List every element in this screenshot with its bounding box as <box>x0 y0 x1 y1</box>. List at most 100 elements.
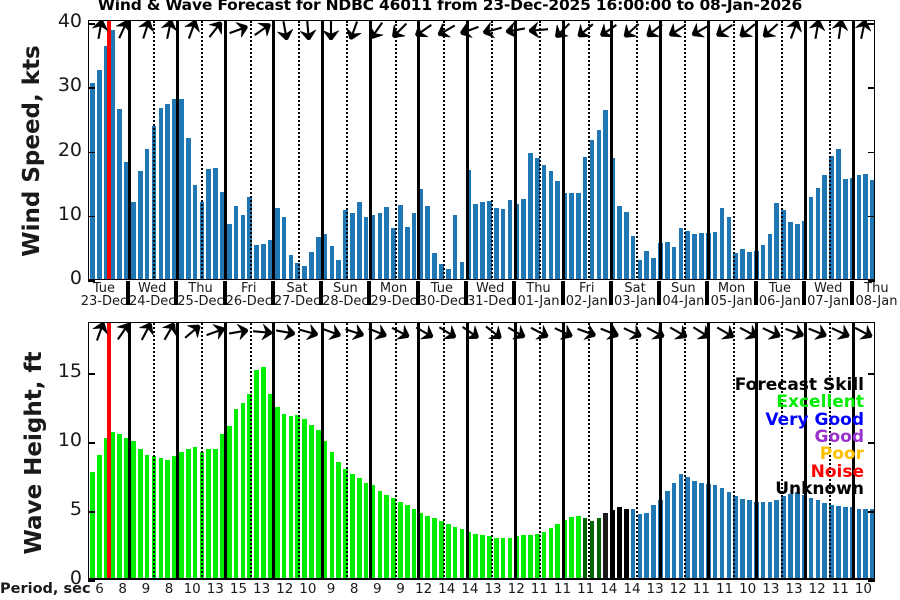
bar <box>391 497 396 579</box>
bar <box>582 518 588 579</box>
bar <box>555 180 561 279</box>
day-separator <box>706 323 710 579</box>
bar <box>623 508 629 579</box>
day-separator <box>513 21 517 279</box>
wind-direction-arrow-icon <box>411 18 437 43</box>
wind-direction-arrow-icon <box>203 17 228 43</box>
period-value-label: 14 <box>623 581 641 597</box>
bar <box>671 482 677 579</box>
day-date-label: 27-Dec <box>273 294 321 309</box>
wind-direction-arrow-icon <box>299 19 317 41</box>
bar <box>315 237 321 279</box>
bar <box>589 140 595 279</box>
day-separator <box>417 323 421 579</box>
wind-direction-arrow-icon <box>574 321 598 343</box>
y-tick-mark <box>868 280 875 282</box>
bar <box>685 230 691 279</box>
period-value-label: 11 <box>530 581 548 597</box>
wind-direction-arrow-icon <box>203 321 227 343</box>
bar <box>493 537 499 579</box>
mid-day-gridline <box>780 323 783 579</box>
bar <box>226 223 232 279</box>
bar <box>356 201 362 279</box>
bar <box>356 478 362 579</box>
bar <box>630 508 636 579</box>
bar <box>144 148 150 279</box>
day-date-label: 24-Dec <box>129 294 176 309</box>
legend-item-unknown: Unknown <box>775 478 864 499</box>
wind-direction-arrow-icon <box>642 18 668 43</box>
y-tick-label: 40 <box>57 10 82 32</box>
bar <box>856 508 862 579</box>
bar <box>870 180 874 279</box>
bar <box>733 496 739 579</box>
wind-direction-arrow-icon <box>828 321 853 344</box>
page-title: Wind & Wave Forecast for NDBC 46011 from… <box>97 0 803 14</box>
day-separator <box>272 323 276 579</box>
y-tick-label: 5 <box>69 498 82 521</box>
bar <box>206 449 212 579</box>
mid-day-gridline <box>201 21 204 279</box>
wind-direction-arrow-icon <box>504 320 529 344</box>
bar <box>808 196 814 279</box>
day-separator-tick <box>657 281 662 305</box>
legend-item-poor: Poor <box>819 444 864 465</box>
bar <box>637 514 643 579</box>
wind-direction-arrow-icon <box>251 323 273 341</box>
bar <box>343 210 348 279</box>
bar <box>240 402 246 579</box>
bar <box>870 508 874 579</box>
bar <box>528 534 533 579</box>
bar <box>137 171 143 279</box>
period-value-label: 13 <box>253 581 271 597</box>
bar <box>699 232 704 279</box>
period-value-label: 12 <box>415 581 433 597</box>
y-tick-mark <box>88 280 95 282</box>
bar <box>692 234 697 279</box>
wind-direction-arrow-icon <box>851 320 876 344</box>
day-separator-tick <box>270 281 275 305</box>
bar <box>295 262 301 279</box>
wave-direction-arrows <box>88 320 876 344</box>
bar <box>493 208 499 279</box>
day-separator <box>272 21 276 279</box>
bar <box>302 266 307 279</box>
bar <box>596 518 602 579</box>
y-tick-mark <box>868 511 875 513</box>
day-separator <box>224 21 228 279</box>
bar <box>384 494 389 579</box>
bar <box>288 416 294 579</box>
wind-direction-arrow-icon <box>573 17 599 42</box>
mid-day-gridline <box>346 323 349 579</box>
day-date-label: 08-Jan <box>855 294 898 309</box>
day-separator <box>465 323 469 579</box>
wind-direction-arrow-icon <box>296 322 320 343</box>
bar <box>261 243 266 279</box>
y-tick-label: 10 <box>57 429 82 452</box>
period-value-label: 10 <box>299 581 317 597</box>
day-date-label: 25-Dec <box>177 294 224 309</box>
wind-direction-arrow-icon <box>783 18 805 42</box>
bar <box>671 246 677 279</box>
period-value-label: 13 <box>785 581 803 597</box>
bar <box>172 456 177 579</box>
wind-direction-arrow-icon <box>388 17 413 42</box>
bar <box>452 526 458 579</box>
mid-day-gridline <box>201 323 204 579</box>
day-separator <box>175 323 179 579</box>
day-name-label: Mon <box>379 281 408 296</box>
day-separator <box>465 21 469 279</box>
bar <box>110 29 116 279</box>
bar <box>808 497 814 579</box>
bar <box>815 500 821 579</box>
wind-direction-arrow-icon <box>388 320 413 344</box>
period-value-label: 8 <box>118 581 128 597</box>
wind-direction-arrow-icon <box>227 322 250 341</box>
day-date-label: 23-Dec <box>80 294 128 309</box>
day-name-label: Sat <box>624 281 646 296</box>
wind-direction-arrow-icon <box>689 320 714 344</box>
bar <box>863 508 869 579</box>
period-value-label: 14 <box>600 581 618 597</box>
bar <box>740 249 745 279</box>
bar <box>794 492 800 579</box>
